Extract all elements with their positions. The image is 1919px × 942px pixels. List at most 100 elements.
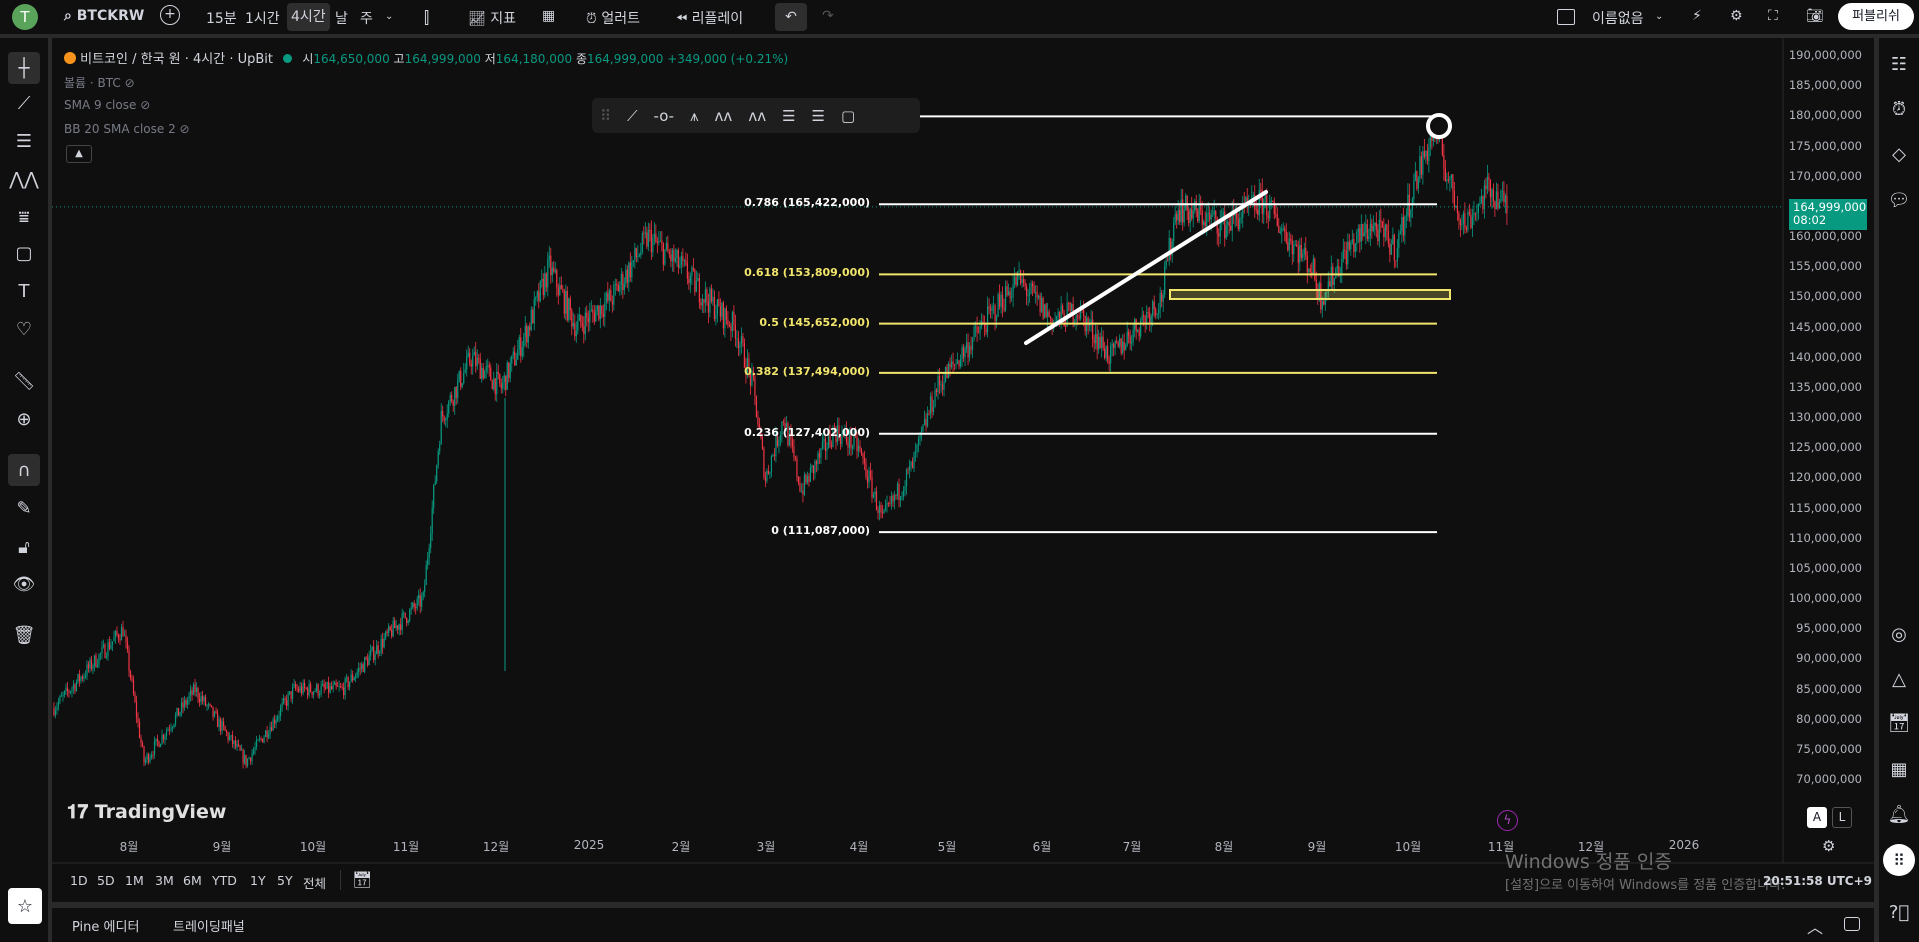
trash-icon[interactable]: 🗑︎ <box>12 624 36 646</box>
trend-line-icon[interactable]: ⟋ <box>627 106 638 125</box>
drag-handle-icon[interactable]: ⠿ <box>600 106 611 125</box>
range-3m[interactable]: 3M <box>155 873 174 888</box>
heart-icon[interactable]: ♡ <box>15 318 33 340</box>
indicator-sma[interactable]: SMA 9 close ⊘ <box>64 98 150 112</box>
range-6m[interactable]: 6M <box>183 873 202 888</box>
candle <box>874 488 876 502</box>
range-전체[interactable]: 전체 <box>303 876 327 891</box>
help-icon[interactable]: ?⃝ <box>1888 901 1910 923</box>
log-scale-button[interactable]: L <box>1832 807 1852 828</box>
hidden-eye-icon[interactable]: ⊘ <box>124 76 135 90</box>
lock-icon[interactable]: 🔓︎ <box>18 536 30 558</box>
forecast-icon[interactable]: ⩸ <box>18 206 30 228</box>
candle <box>1197 207 1199 224</box>
interval-day[interactable]: 날 <box>335 11 348 27</box>
watchlist-icon[interactable]: ☷ <box>1890 53 1908 75</box>
clock-timezone[interactable]: 20:51:58 UTC+9 <box>1763 874 1873 888</box>
publish-button[interactable]: 퍼블리쉬 <box>1838 3 1914 30</box>
horizontal-lines-icon[interactable]: ☰ <box>15 130 33 152</box>
layout-name[interactable]: 이름없음 <box>1592 11 1644 27</box>
interval-1h[interactable]: 1시간 <box>245 11 280 27</box>
date-range-calendar-icon[interactable]: 📅︎ <box>352 870 373 889</box>
hidden-eye-icon[interactable]: ⊘ <box>140 98 151 112</box>
quick-search-icon[interactable]: ⚡︎ <box>1692 8 1702 24</box>
crosshair-icon[interactable]: ┼ <box>8 52 40 84</box>
expand-panel-chevron-up-icon[interactable]: ︿ <box>1807 918 1824 937</box>
fullscreen-icon[interactable]: ⛶ <box>1768 8 1778 24</box>
user-avatar[interactable]: T <box>12 4 38 30</box>
drawings[interactable] <box>52 113 1783 534</box>
layout-chevron-down-icon[interactable]: ⌄ <box>1655 11 1664 22</box>
target-icon[interactable]: ◎ <box>1891 623 1907 645</box>
abcd-pattern-icon[interactable]: ʌʌ <box>748 106 767 125</box>
pattern-icon[interactable]: ⋀⋀ <box>9 168 39 190</box>
maximize-panel-icon[interactable] <box>1844 917 1860 931</box>
candle <box>722 300 724 335</box>
rectangle-drawing[interactable] <box>1169 289 1451 300</box>
floating-drawing-toolbar: ⠿ ⟋ -o- ⩚ ʌʌ ʌʌ ☰ ☰ ▢ <box>592 98 920 133</box>
calendar-icon[interactable]: 📅︎ <box>1887 712 1911 734</box>
elliott-wave-icon[interactable]: ʌʌ <box>714 106 733 125</box>
range-1y[interactable]: 1Y <box>250 873 266 888</box>
undo-icon[interactable]: ↶ <box>775 3 807 31</box>
layout-checkbox-icon[interactable] <box>1557 9 1575 25</box>
zoom-in-icon[interactable]: ⊕ <box>16 408 32 430</box>
fib-retracement-icon[interactable]: ☰ <box>782 106 796 125</box>
interval-chevron-down-icon[interactable]: ⌄ <box>385 11 394 22</box>
fib-anchor-handle[interactable] <box>1426 113 1452 139</box>
chat-icon[interactable]: 💬︎ <box>1887 189 1911 211</box>
fib-extension-icon[interactable]: ☰ <box>811 106 825 125</box>
interval-15m[interactable]: 15분 <box>206 11 237 27</box>
symbol-legend[interactable]: 비트코인 / 한국 원 · 4시간 · UpBit 시164,650,000 고… <box>64 48 788 67</box>
ruler-icon[interactable]: 📏︎ <box>12 370 36 392</box>
snapshot-camera-icon[interactable]: 📷︎ <box>1806 8 1824 24</box>
text-icon[interactable]: T <box>18 280 30 302</box>
interval-4h[interactable]: 4시간 <box>287 3 330 31</box>
horizontal-ray-icon[interactable]: -o- <box>653 106 675 125</box>
pitchfork-icon[interactable]: ⩚ <box>690 106 699 125</box>
replay-button[interactable]: ⏪︎ 리플레이 <box>676 8 743 28</box>
alerts-clock-icon[interactable]: ⏰︎ <box>1891 98 1907 120</box>
rectangle-icon[interactable]: ▢ <box>840 106 856 125</box>
indicator-bb[interactable]: BB 20 SMA close 2 ⊘ <box>64 122 190 136</box>
hidden-eye-icon[interactable]: ⊘ <box>179 122 190 136</box>
candles-chart-type-icon[interactable]: ⫿ <box>424 8 430 27</box>
lightning-icon[interactable]: ϟ <box>1497 810 1518 831</box>
notifications-bell-icon[interactable]: 🔔︎ <box>1887 803 1911 825</box>
tab-trading-panel[interactable]: 트레이딩패널 <box>173 920 245 935</box>
candle <box>688 271 690 290</box>
interval-week[interactable]: 주 <box>360 11 373 27</box>
layers-icon[interactable]: ◇ <box>1892 143 1906 165</box>
indicators-button[interactable]: 📈︎ 지표 <box>468 8 516 28</box>
apps-grid-icon[interactable]: ⠿ <box>1883 844 1915 876</box>
lock-pencil-icon[interactable]: ✎ <box>16 497 32 519</box>
range-1d[interactable]: 1D <box>70 873 88 888</box>
trend-line-icon[interactable]: ⟋ <box>17 92 31 114</box>
range-5d[interactable]: 5D <box>97 873 115 888</box>
range-1m[interactable]: 1M <box>125 873 144 888</box>
range-5y[interactable]: 5Y <box>277 873 293 888</box>
templates-grid-icon[interactable]: ▦ <box>542 8 556 24</box>
auto-scale-button[interactable]: A <box>1807 807 1827 828</box>
axis-settings-gear-icon[interactable]: ⚙︎ <box>1822 837 1836 855</box>
collapse-legend-chevron-up-icon[interactable]: ▲ <box>66 145 92 163</box>
settings-gear-icon[interactable]: ⚙︎ <box>1730 8 1743 24</box>
candle <box>245 754 247 769</box>
tab-pine-editor[interactable]: Pine 에디터 <box>72 920 140 935</box>
rectangle-icon[interactable]: ▢ <box>15 242 33 264</box>
alert-button[interactable]: ⏰︎ 얼러트 <box>586 8 640 28</box>
candle <box>293 678 295 689</box>
heatmap-icon[interactable]: ▦ <box>1890 758 1908 780</box>
trend-line-drawing[interactable] <box>1024 190 1268 345</box>
redo-icon[interactable]: ↷ <box>822 8 834 24</box>
indicator-volume[interactable]: 볼륨 · BTC ⊘ <box>64 74 135 91</box>
eye-icon[interactable]: 👁︎ <box>12 573 36 595</box>
ideas-triangle-icon[interactable]: △ <box>1892 668 1906 690</box>
favorites-star-icon[interactable]: ☆ <box>8 888 42 924</box>
range-ytd[interactable]: YTD <box>212 873 237 888</box>
magnet-icon[interactable]: ∩ <box>8 454 40 486</box>
symbol-search[interactable]: ⌕ BTCKRW <box>64 8 144 24</box>
add-symbol-icon[interactable]: + <box>160 5 180 25</box>
tradingview-logo[interactable]: 𝟏𝟕 TradingView <box>67 801 226 823</box>
